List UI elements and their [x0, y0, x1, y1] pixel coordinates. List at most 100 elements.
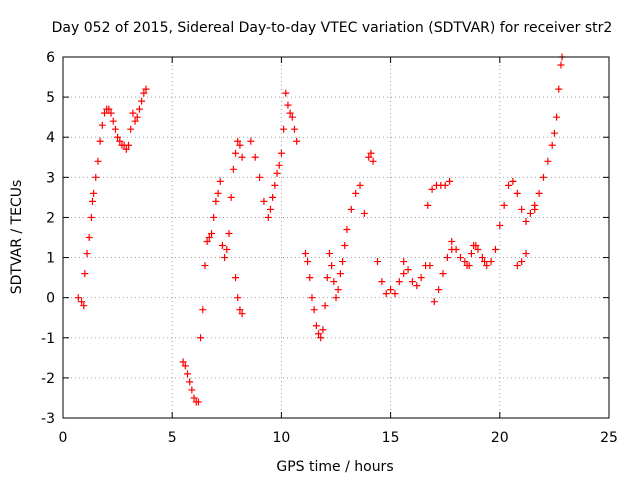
x-tick-label: 5	[168, 430, 177, 446]
data-point	[266, 205, 274, 213]
data-point	[264, 213, 272, 221]
data-point	[428, 185, 436, 193]
data-point	[513, 189, 521, 197]
data-point	[367, 149, 375, 157]
data-point	[127, 125, 135, 133]
data-point	[282, 89, 290, 97]
data-point	[131, 117, 139, 125]
x-tick-label: 25	[600, 430, 618, 446]
data-point	[400, 270, 408, 278]
data-point	[509, 177, 517, 185]
data-point	[181, 362, 189, 370]
data-point	[310, 306, 318, 314]
data-point	[500, 201, 508, 209]
data-point	[526, 209, 534, 217]
data-point	[522, 217, 530, 225]
data-point	[430, 298, 438, 306]
data-point	[301, 250, 309, 258]
x-tick-label: 20	[491, 430, 509, 446]
data-point	[210, 213, 218, 221]
data-point	[426, 262, 434, 270]
data-point	[92, 173, 100, 181]
data-point	[347, 205, 355, 213]
data-point	[343, 225, 351, 233]
x-axis-label: GPS time / hours	[276, 459, 393, 475]
data-point	[481, 258, 489, 266]
data-point	[218, 242, 226, 250]
data-point	[194, 398, 202, 406]
data-point	[88, 197, 96, 205]
data-points	[74, 53, 566, 406]
data-point	[435, 286, 443, 294]
data-point	[105, 105, 113, 113]
data-point	[446, 177, 454, 185]
x-tick-label: 10	[272, 430, 290, 446]
data-point	[199, 306, 207, 314]
data-point	[236, 141, 244, 149]
data-point	[100, 109, 108, 117]
data-point	[188, 386, 196, 394]
data-point	[96, 137, 104, 145]
y-axis-label: SDTVAR / TECUs	[9, 180, 25, 295]
data-point	[548, 141, 556, 149]
data-point	[260, 197, 268, 205]
data-point	[378, 278, 386, 286]
data-point	[251, 153, 259, 161]
data-point	[85, 234, 93, 241]
data-point	[232, 274, 240, 282]
data-point	[505, 181, 513, 189]
data-point	[352, 189, 360, 197]
data-point	[365, 153, 373, 161]
data-point	[114, 133, 122, 141]
data-point	[232, 149, 240, 157]
data-point	[518, 205, 526, 213]
data-point	[81, 270, 89, 278]
data-point	[382, 290, 390, 298]
data-point	[487, 258, 495, 266]
data-point	[373, 258, 381, 266]
data-point	[452, 246, 460, 254]
data-point	[133, 113, 141, 121]
data-point	[332, 294, 340, 302]
data-point	[312, 322, 320, 330]
data-point	[317, 334, 325, 342]
y-tick-label: -1	[41, 331, 55, 347]
data-point	[197, 334, 205, 342]
data-point	[234, 137, 242, 145]
data-point	[334, 286, 342, 294]
data-point	[306, 274, 314, 282]
data-point	[291, 125, 299, 133]
y-tick-label: -2	[41, 371, 55, 387]
y-tick-label: 0	[46, 291, 55, 307]
data-point	[461, 258, 469, 266]
data-point	[369, 157, 377, 165]
data-point	[391, 290, 399, 298]
data-point	[238, 153, 246, 161]
plot-border	[62, 56, 610, 419]
data-point	[221, 254, 229, 262]
data-point	[135, 105, 143, 113]
data-point	[439, 270, 447, 278]
y-tick-label: 2	[46, 210, 55, 226]
data-point	[122, 145, 130, 153]
data-point	[513, 262, 521, 270]
data-point	[496, 221, 504, 229]
data-point	[539, 173, 547, 181]
data-point	[284, 101, 292, 109]
data-point	[212, 197, 220, 205]
data-point	[87, 213, 95, 221]
data-point	[125, 141, 133, 149]
data-point	[408, 278, 416, 286]
data-point	[186, 378, 194, 386]
y-tick-label: 6	[46, 50, 55, 66]
data-point	[179, 358, 187, 366]
data-point	[395, 278, 403, 286]
data-point	[400, 258, 408, 266]
data-point	[256, 173, 264, 181]
data-point	[339, 258, 347, 266]
data-point	[443, 254, 451, 262]
data-point	[341, 242, 349, 250]
data-point	[214, 189, 222, 197]
data-point	[280, 125, 288, 133]
data-point	[356, 181, 364, 189]
